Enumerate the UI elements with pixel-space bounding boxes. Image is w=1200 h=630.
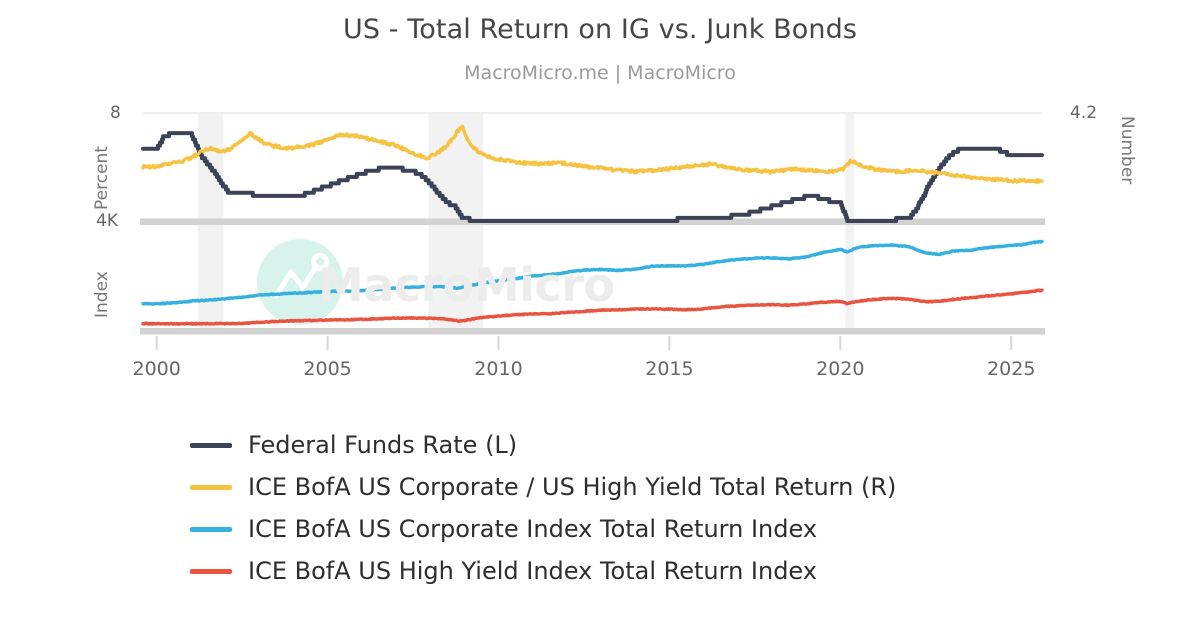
legend-label-3: ICE BofA US High Yield Index Total Retur… (248, 557, 817, 585)
axis-band-bottom (140, 328, 1045, 335)
legend-item-3[interactable]: ICE BofA US High Yield Index Total Retur… (190, 550, 1090, 592)
x-tick-label-2025: 2025 (987, 358, 1036, 380)
legend-label-0: Federal Funds Rate (L) (248, 431, 518, 459)
series-line-3 (141, 288, 1044, 326)
legend-label-2: ICE BofA US Corporate Index Total Return… (248, 515, 818, 543)
macromicro-logo-icon (257, 239, 343, 325)
legend-swatch-corp-hy-ratio (190, 484, 232, 490)
chart-legend: Federal Funds Rate (L) ICE BofA US Corpor… (190, 424, 1090, 592)
chart-subtitle: MacroMicro.me | MacroMicro (464, 62, 736, 84)
watermark-label: MacroMicro (318, 258, 615, 312)
series-line-1 (141, 124, 1044, 184)
y-tick-number-4-2: 4.2 (1070, 103, 1098, 123)
x-tick-label-2020: 2020 (816, 358, 865, 380)
legend-item-2[interactable]: ICE BofA US Corporate Index Total Return… (190, 508, 1090, 550)
x-tick-label-2000: 2000 (132, 358, 181, 380)
legend-label-1: ICE BofA US Corporate / US High Yield To… (248, 473, 897, 501)
x-tick-label-2015: 2015 (645, 358, 694, 380)
x-tick-label-2005: 2005 (303, 358, 352, 380)
series-line-2 (141, 239, 1044, 306)
x-tick-label-2010: 2010 (474, 358, 523, 380)
page-title: US - Total Return on IG vs. Junk Bonds (342, 14, 858, 45)
legend-item-0[interactable]: Federal Funds Rate (L) (190, 424, 1090, 466)
legend-swatch-corp-index (190, 526, 232, 532)
legend-swatch-hy-index (190, 568, 232, 574)
series-line-0 (141, 131, 1044, 223)
y-tick-index-4k: 4K (96, 211, 118, 231)
y-tick-percent-8: 8 (110, 103, 121, 123)
legend-swatch-fed-funds-rate (190, 442, 232, 448)
legend-item-1[interactable]: ICE BofA US Corporate / US High Yield To… (190, 466, 1090, 508)
